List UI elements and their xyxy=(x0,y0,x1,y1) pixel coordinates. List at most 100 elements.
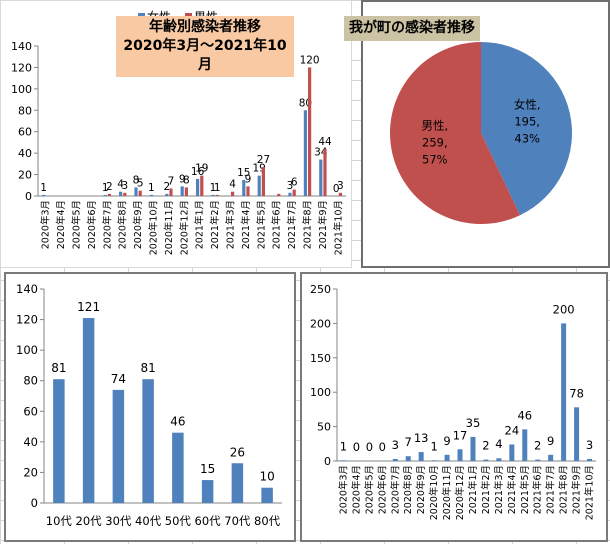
male-data-label: 7 xyxy=(168,176,175,188)
male-bar xyxy=(107,193,111,196)
town-data-label: 1 xyxy=(340,439,347,453)
town-data-label: 2 xyxy=(482,439,489,453)
town-bar xyxy=(561,323,567,461)
town-bar xyxy=(470,436,476,461)
town-bar xyxy=(522,429,528,461)
town-data-label: 46 xyxy=(517,408,532,422)
town-data-label: 9 xyxy=(443,434,450,448)
gender-y-tick-label: 140 xyxy=(11,40,32,53)
pie-label-male: 57% xyxy=(422,152,448,166)
town-y-tick-label: 150 xyxy=(310,352,331,365)
male-bar xyxy=(261,167,265,196)
age-data-label: 46 xyxy=(170,415,185,429)
age-bar xyxy=(142,379,154,503)
town-bar xyxy=(392,458,398,461)
town-x-tick-label: 2021年2月 xyxy=(480,465,492,514)
town-data-label: 9 xyxy=(547,434,554,448)
age-bar xyxy=(112,389,125,503)
female-bar xyxy=(165,193,169,196)
female-data-label: 1 xyxy=(210,182,217,194)
pie-slice-female xyxy=(481,42,573,216)
gender-x-tick-label: 2021年5月 xyxy=(255,200,267,249)
town-data-label: 0 xyxy=(366,440,373,454)
age-bar xyxy=(53,379,65,503)
age-x-tick-label: 70代 xyxy=(224,514,251,528)
age-x-tick-label: 20代 xyxy=(76,514,103,528)
age-y-tick-label: 120 xyxy=(16,313,38,327)
female-data-label: 4 xyxy=(117,179,124,191)
town-bar xyxy=(535,459,541,461)
gender-y-tick-label: 40 xyxy=(18,147,32,160)
age-data-label: 10 xyxy=(259,470,274,484)
town-x-tick-label: 2020年11月 xyxy=(441,465,453,520)
town-bar xyxy=(405,456,411,461)
female-bar xyxy=(242,179,246,196)
town-y-tick-label: 100 xyxy=(310,386,331,399)
male-data-label: 27 xyxy=(257,154,270,166)
age-data-label: 81 xyxy=(140,361,155,375)
age-data-label: 121 xyxy=(77,300,100,314)
town-bar xyxy=(548,454,554,461)
male-bar xyxy=(123,192,127,196)
town-y-tick-label: 200 xyxy=(310,317,331,330)
gender-x-tick-label: 2021年2月 xyxy=(209,200,221,249)
town-x-tick-label: 2020年8月 xyxy=(402,465,414,514)
male-bar xyxy=(215,194,219,196)
age-y-tick-label: 100 xyxy=(16,343,38,357)
town-data-label: 7 xyxy=(405,435,412,449)
male-data-label: 44 xyxy=(318,136,332,148)
town-x-tick-label: 2021年9月 xyxy=(571,465,583,514)
female-bar xyxy=(303,110,307,196)
town-bar xyxy=(574,407,580,461)
town-x-tick-label: 2021年1月 xyxy=(467,465,479,514)
age-data-label: 74 xyxy=(111,372,126,386)
male-bar xyxy=(292,189,296,196)
town-data-label: 17 xyxy=(453,428,468,442)
town-data-label: 3 xyxy=(392,438,399,452)
female-bar xyxy=(257,175,261,196)
town-data-label: 24 xyxy=(505,423,520,437)
gender-x-tick-label: 2020年6月 xyxy=(86,200,98,249)
gender-x-tick-label: 2020年7月 xyxy=(101,200,113,249)
female-bar xyxy=(119,191,123,196)
male-bar xyxy=(231,191,235,196)
gender-x-tick-label: 2020年11月 xyxy=(163,200,175,255)
female-bar xyxy=(288,192,292,196)
gender-y-tick-label: 80 xyxy=(18,104,32,117)
gender-x-tick-label: 2021年8月 xyxy=(302,200,314,249)
age-x-tick-label: 10代 xyxy=(46,514,73,528)
gender-x-tick-label: 2021年3月 xyxy=(225,200,237,249)
town-bar xyxy=(340,460,346,461)
town-x-tick-label: 2020年10月 xyxy=(428,465,440,520)
female-data-label: 1 xyxy=(40,182,47,194)
town-x-tick-label: 2021年10月 xyxy=(584,465,596,520)
age-x-tick-label: 30代 xyxy=(105,514,132,528)
female-bar xyxy=(180,186,184,196)
female-data-label: 1 xyxy=(148,182,155,194)
town-bar xyxy=(431,460,437,461)
gender-x-tick-label: 2021年9月 xyxy=(317,200,329,249)
gender-x-tick-label: 2020年4月 xyxy=(55,200,67,249)
gender-x-tick-label: 2021年4月 xyxy=(240,200,252,249)
female-bar xyxy=(211,194,215,196)
town-data-label: 0 xyxy=(353,440,360,454)
pie-label-male: 男性, xyxy=(422,118,449,132)
town-data-label: 78 xyxy=(569,386,584,400)
gender-x-tick-label: 2021年1月 xyxy=(194,200,206,249)
age-data-label: 15 xyxy=(200,462,215,476)
town-x-tick-label: 2020年7月 xyxy=(389,465,401,514)
town-y-tick-label: 50 xyxy=(317,421,331,434)
age-x-tick-label: 60代 xyxy=(195,514,222,528)
age-x-tick-label: 80代 xyxy=(254,514,281,528)
male-bar xyxy=(200,175,204,196)
male-bar xyxy=(323,148,327,196)
town-chart-title: 我が町の感染者推移 xyxy=(344,16,480,41)
town-x-tick-label: 2021年7月 xyxy=(545,465,557,514)
female-data-label: 9 xyxy=(179,173,186,185)
town-x-tick-label: 2020年5月 xyxy=(363,465,375,514)
male-data-label: 19 xyxy=(195,163,208,175)
gender-x-tick-label: 2021年10月 xyxy=(332,200,344,255)
male-bar xyxy=(184,187,188,196)
gender-y-tick-label: 20 xyxy=(18,169,32,182)
